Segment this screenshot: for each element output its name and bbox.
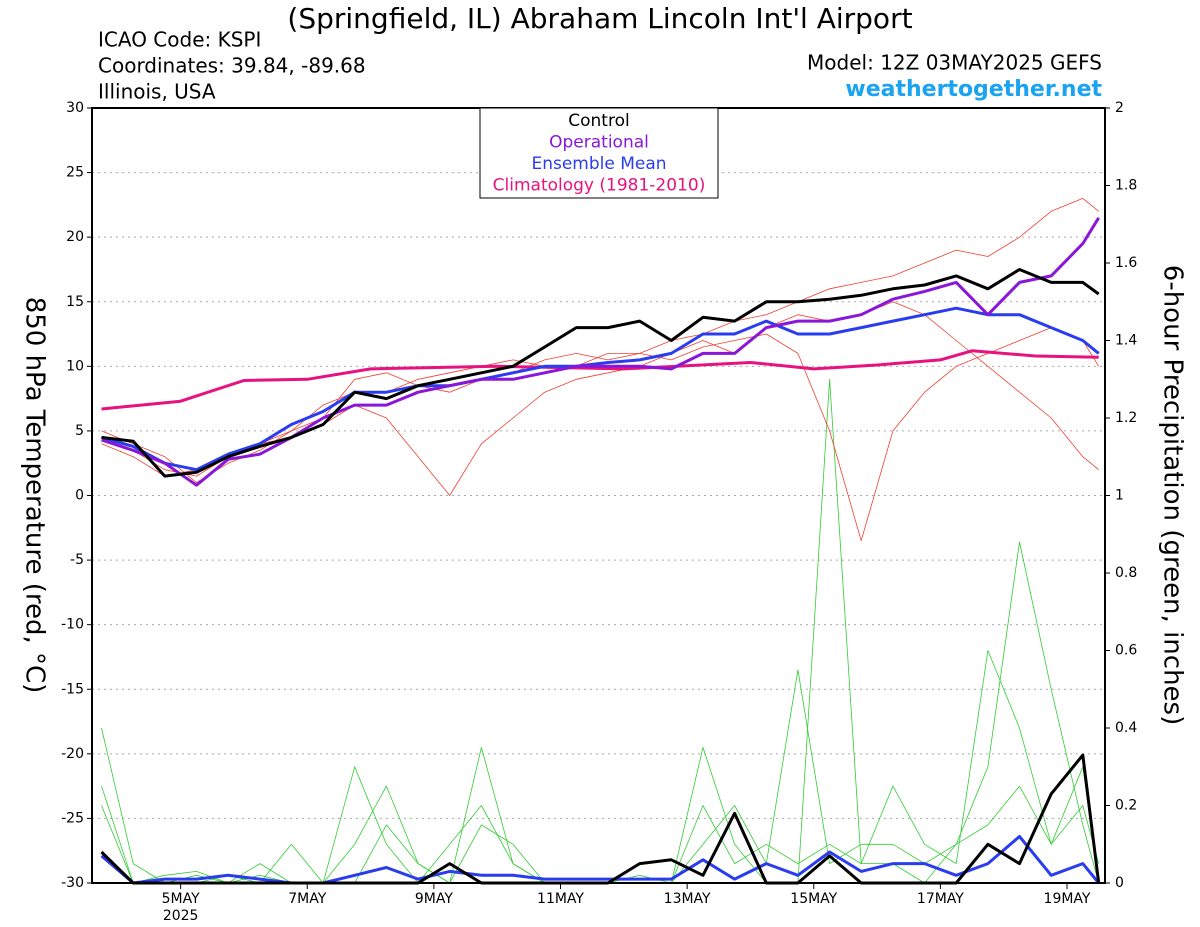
y-tick-label: 0 <box>75 488 84 504</box>
series-line <box>101 349 1099 411</box>
legend-box <box>479 107 719 199</box>
member-line <box>101 327 1100 542</box>
y-tick-label: 15 <box>66 294 84 310</box>
y2-tick-label: 1 <box>1115 488 1124 504</box>
legend-entry: Ensemble Mean <box>531 154 666 174</box>
model-label: Model: 12Z 03MAY2025 GEFS <box>807 51 1102 75</box>
chart-title: (Springfield, IL) Abraham Lincoln Int'l … <box>287 2 912 35</box>
series-line <box>101 268 1100 478</box>
info-line: Coordinates: 39.84, -89.68 <box>98 54 366 78</box>
y2-tick-label: 1.8 <box>1115 178 1137 194</box>
legend-entry: Control <box>568 111 629 131</box>
member-line <box>101 301 1099 496</box>
series-line <box>101 217 1100 487</box>
y2-tick-label: 0.2 <box>1115 798 1137 814</box>
y-tick-label: -5 <box>70 552 84 568</box>
y-tick-label: -10 <box>61 617 84 633</box>
y2-tick-label: 2 <box>1115 100 1124 116</box>
y-tick-label: 25 <box>66 165 84 181</box>
y-tick-label: -15 <box>61 681 84 697</box>
x-tick-label: 13MAY <box>664 891 711 907</box>
y2-tick-label: 0.6 <box>1115 643 1137 659</box>
y-axis-label: 850 hPa Temperature (red, °C) <box>20 297 50 694</box>
y2-tick-label: 0.4 <box>1115 720 1137 736</box>
y-tick-label: -20 <box>61 746 84 762</box>
y2-tick-label: 0.8 <box>1115 565 1137 581</box>
x-tick-label: 17MAY <box>917 891 964 907</box>
series-line <box>101 306 1100 472</box>
y-tick-label: -30 <box>61 875 84 891</box>
y-tick-label: 5 <box>75 423 84 439</box>
legend-entry: Operational <box>549 133 649 153</box>
info-line: ICAO Code: KSPI <box>98 28 261 52</box>
y-tick-label: 10 <box>66 358 84 374</box>
member-line <box>100 835 1100 885</box>
x-tick-label: 19MAY <box>1044 891 1091 907</box>
x-tick-label: 7MAY <box>288 891 326 907</box>
y2-tick-label: 0 <box>1115 875 1124 891</box>
y-tick-label: 20 <box>66 229 84 245</box>
x-tick-label: 11MAY <box>537 891 584 907</box>
y-tick-label: 30 <box>66 100 84 116</box>
source-label: weathertogether.net <box>845 77 1102 102</box>
info-line: Illinois, USA <box>98 80 216 104</box>
legend-entry: Climatology (1981-2010) <box>493 176 706 196</box>
x-year-label: 2025 <box>163 908 199 924</box>
y-tick-label: -25 <box>61 810 84 826</box>
y2-tick-label: 1.4 <box>1115 333 1137 349</box>
x-tick-label: 9MAY <box>415 891 453 907</box>
y2-axis-label: 6-hour Precipitation (green, inches) <box>1158 265 1188 725</box>
y2-tick-label: 1.2 <box>1115 410 1137 426</box>
x-tick-label: 15MAY <box>790 891 837 907</box>
y2-tick-label: 1.6 <box>1115 255 1137 271</box>
x-tick-label: 5MAY <box>162 891 200 907</box>
